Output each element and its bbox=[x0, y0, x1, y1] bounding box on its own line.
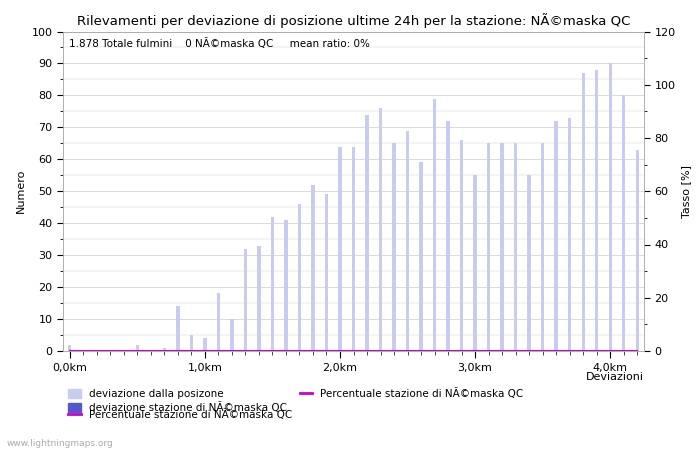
Bar bbox=[217, 293, 220, 351]
Bar bbox=[190, 335, 193, 351]
Text: www.lightningmaps.org: www.lightningmaps.org bbox=[7, 439, 113, 448]
Text: Deviazioni: Deviazioni bbox=[586, 372, 644, 382]
Bar bbox=[460, 140, 463, 351]
Bar bbox=[433, 99, 436, 351]
Bar bbox=[203, 338, 206, 351]
Bar bbox=[406, 130, 410, 351]
Title: Rilevamenti per deviazione di posizione ultime 24h per la stazione: NÃ©maska QC: Rilevamenti per deviazione di posizione … bbox=[77, 13, 630, 27]
Y-axis label: Tasso [%]: Tasso [%] bbox=[681, 165, 691, 218]
Bar bbox=[500, 143, 504, 351]
Bar bbox=[136, 345, 139, 351]
Bar bbox=[325, 194, 328, 351]
Bar bbox=[419, 162, 423, 351]
Bar bbox=[365, 115, 369, 351]
Bar bbox=[352, 147, 355, 351]
Bar bbox=[271, 217, 274, 351]
Bar bbox=[392, 143, 396, 351]
Bar bbox=[379, 108, 382, 351]
Bar bbox=[528, 175, 531, 351]
Bar bbox=[487, 143, 490, 351]
Bar bbox=[636, 150, 639, 351]
Y-axis label: Numero: Numero bbox=[16, 169, 26, 213]
Bar bbox=[162, 348, 166, 351]
Bar bbox=[68, 345, 71, 351]
Bar bbox=[257, 246, 260, 351]
Bar bbox=[176, 306, 179, 351]
Bar bbox=[595, 70, 598, 351]
Bar bbox=[554, 121, 558, 351]
Bar bbox=[284, 220, 288, 351]
Bar bbox=[230, 319, 234, 351]
Legend: Percentuale stazione di NÃ©maska QC: Percentuale stazione di NÃ©maska QC bbox=[68, 409, 293, 420]
Bar bbox=[244, 249, 247, 351]
Text: 1.878 Totale fulmini    0 NÃ©maska QC     mean ratio: 0%: 1.878 Totale fulmini 0 NÃ©maska QC mean … bbox=[69, 38, 370, 49]
Bar bbox=[473, 175, 477, 351]
Bar bbox=[338, 147, 342, 351]
Bar bbox=[541, 143, 545, 351]
Bar bbox=[622, 95, 625, 351]
Bar bbox=[514, 143, 517, 351]
Bar bbox=[608, 63, 612, 351]
Bar bbox=[582, 73, 585, 351]
Bar bbox=[568, 118, 571, 351]
Bar bbox=[312, 185, 315, 351]
Bar bbox=[447, 121, 450, 351]
Bar bbox=[298, 204, 301, 351]
